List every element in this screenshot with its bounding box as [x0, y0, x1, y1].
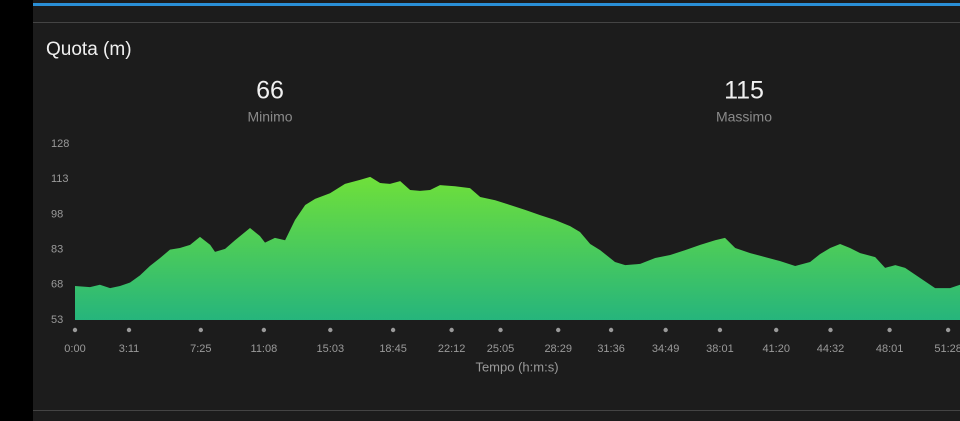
x-tick-dot	[717, 327, 723, 333]
x-tick-dot	[774, 327, 779, 333]
x-tick-dot	[828, 327, 833, 333]
x-tick-label: 22:12	[438, 343, 466, 355]
x-tick-label: 7:25	[190, 343, 211, 355]
y-tick-label: 98	[51, 208, 63, 220]
x-tick-dot	[261, 327, 267, 333]
stat-label: Minimo	[247, 109, 292, 125]
x-tick-dot	[198, 327, 204, 333]
x-tick-label: 38:01	[706, 343, 734, 355]
x-tick-label: 44:32	[817, 343, 845, 355]
y-tick-label: 113	[51, 173, 69, 185]
stat-value: 66	[256, 77, 284, 105]
y-tick-label: 68	[51, 279, 63, 291]
x-tick-dot	[498, 327, 503, 333]
x-tick-dot	[390, 327, 396, 333]
top-accent	[33, 3, 960, 6]
elevation-area	[75, 176, 960, 320]
chart-title: Quota (m)	[46, 39, 132, 60]
x-tick-dot	[608, 327, 614, 333]
x-tick-label: 25:05	[487, 343, 515, 355]
divider	[33, 410, 960, 411]
x-tick-label: 34:49	[652, 343, 680, 355]
divider	[33, 22, 960, 23]
x-tick-dot	[663, 327, 668, 333]
x-tick-dot	[887, 327, 892, 333]
x-tick-label: 31:36	[597, 343, 625, 355]
stat-value: 115	[724, 77, 764, 105]
x-tick-label: 41:20	[762, 343, 790, 355]
x-axis-title: Tempo (h:m:s)	[475, 359, 558, 374]
x-tick-label: 28:29	[544, 343, 572, 355]
x-tick-dot	[72, 327, 78, 333]
y-tick-label: 53	[51, 314, 63, 326]
x-tick-label: 51:28	[934, 343, 960, 355]
x-tick-dot	[449, 327, 454, 333]
x-tick-label: 15:03	[317, 343, 345, 355]
x-tick-label: 0:00	[64, 343, 85, 355]
x-tick-label: 3:11	[119, 343, 140, 355]
x-tick-label: 11:08	[251, 343, 278, 355]
x-tick-dot	[556, 327, 561, 333]
y-tick-label: 83	[51, 244, 63, 256]
x-tick-dot	[126, 327, 132, 333]
y-tick-label: 128	[51, 138, 69, 150]
x-tick-label: 18:45	[379, 343, 407, 355]
x-tick-dot	[328, 327, 333, 333]
x-tick-dot	[945, 327, 951, 333]
x-tick-label: 48:01	[876, 343, 904, 355]
stat-label: Massimo	[716, 109, 772, 125]
